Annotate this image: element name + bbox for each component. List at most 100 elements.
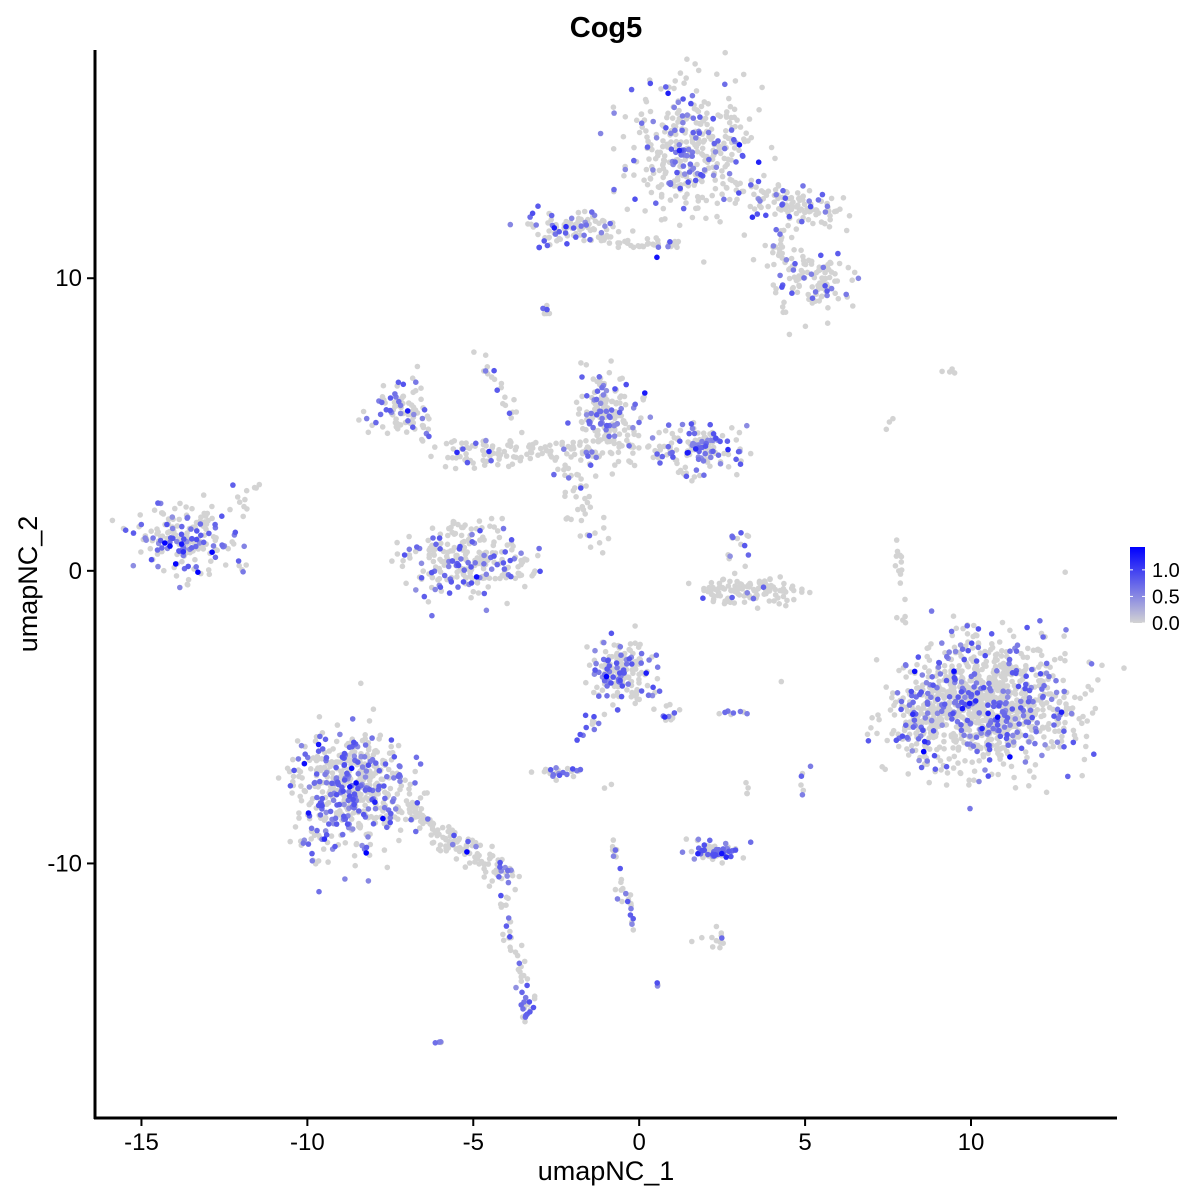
cell-point: [660, 138, 666, 144]
cell-point: [675, 99, 682, 106]
cell-point: [980, 684, 987, 691]
cell-point: [188, 545, 195, 551]
cell-point: [910, 711, 916, 718]
cell-point: [985, 742, 992, 748]
cell-point: [601, 525, 607, 531]
cell-point: [500, 931, 506, 938]
cell-point: [235, 558, 242, 564]
cell-point: [363, 844, 370, 851]
cell-point: [360, 408, 367, 415]
cell-point: [771, 598, 777, 604]
cell-point: [748, 182, 754, 188]
cell-point: [684, 112, 691, 118]
cell-point: [419, 438, 426, 444]
cell-point: [746, 116, 753, 122]
cell-point: [527, 1009, 533, 1015]
cell-point: [328, 833, 335, 839]
cell-point: [741, 542, 748, 549]
cell-point: [436, 565, 443, 572]
cell-point: [463, 451, 469, 457]
cell-point: [800, 257, 807, 264]
cell-point: [986, 680, 992, 687]
cell-point: [714, 200, 721, 207]
cell-point: [694, 161, 700, 168]
cell-point: [1005, 689, 1011, 695]
cell-point: [481, 552, 487, 559]
cell-point: [468, 580, 475, 586]
cell-point: [419, 415, 426, 422]
cell-point: [591, 689, 597, 696]
cell-point: [756, 203, 763, 209]
cell-point: [509, 547, 515, 553]
cell-point: [580, 506, 587, 513]
cell-point: [892, 563, 899, 569]
cell-point: [481, 874, 488, 880]
cell-point: [350, 810, 357, 816]
cell-point: [204, 510, 211, 517]
cell-point: [432, 444, 438, 450]
cell-point: [890, 690, 896, 696]
cell-point: [508, 537, 515, 543]
cell-point: [919, 672, 926, 678]
cell-point: [627, 641, 634, 647]
cell-point: [973, 734, 980, 740]
cell-point: [616, 409, 623, 416]
cell-point: [606, 413, 612, 420]
cell-point: [424, 790, 430, 796]
cell-point: [582, 511, 588, 517]
cell-point: [768, 144, 775, 151]
cell-point: [536, 545, 542, 552]
cell-point: [626, 443, 632, 449]
cell-point: [926, 657, 933, 663]
cell-point: [772, 586, 778, 593]
cell-point: [167, 543, 173, 549]
points-layer: [109, 49, 1127, 1046]
cell-point: [980, 679, 986, 686]
cell-point: [601, 639, 607, 646]
cell-point: [323, 779, 330, 786]
cell-point: [801, 201, 808, 208]
cell-point: [961, 732, 967, 739]
cell-point: [410, 424, 416, 431]
cell-point: [194, 528, 200, 534]
cell-point: [621, 393, 628, 400]
cell-point: [624, 687, 630, 693]
cell-point: [701, 472, 707, 479]
cell-point: [822, 269, 828, 276]
cell-point: [455, 584, 461, 590]
cell-point: [659, 143, 666, 150]
cell-point: [653, 235, 659, 241]
cell-point: [578, 360, 584, 366]
cell-point: [705, 129, 712, 136]
cell-point: [155, 563, 161, 570]
cell-point: [377, 732, 384, 739]
cell-point: [786, 275, 793, 282]
cell-point: [688, 848, 695, 855]
cell-point: [806, 187, 813, 194]
cell-point: [980, 754, 987, 760]
cell-point: [824, 292, 830, 299]
cell-point: [183, 504, 189, 510]
cell-point: [614, 420, 621, 427]
cell-point: [499, 515, 506, 522]
cell-point: [937, 671, 944, 677]
cell-point: [491, 539, 497, 545]
cell-point: [717, 944, 723, 951]
cell-point: [355, 785, 361, 792]
cell-point: [668, 440, 675, 446]
cell-point: [983, 658, 990, 665]
cell-point: [333, 791, 340, 798]
cell-point: [629, 921, 635, 927]
cell-point: [481, 452, 488, 458]
cell-point: [952, 698, 959, 705]
cell-point: [636, 671, 642, 678]
cell-point: [394, 539, 400, 546]
cell-point: [460, 446, 466, 452]
cell-point: [1026, 768, 1033, 774]
cell-point: [605, 535, 612, 542]
cell-point: [416, 810, 423, 816]
cell-point: [993, 686, 1000, 692]
cell-point: [760, 584, 767, 590]
cell-point: [721, 450, 727, 457]
cell-point: [952, 648, 959, 655]
